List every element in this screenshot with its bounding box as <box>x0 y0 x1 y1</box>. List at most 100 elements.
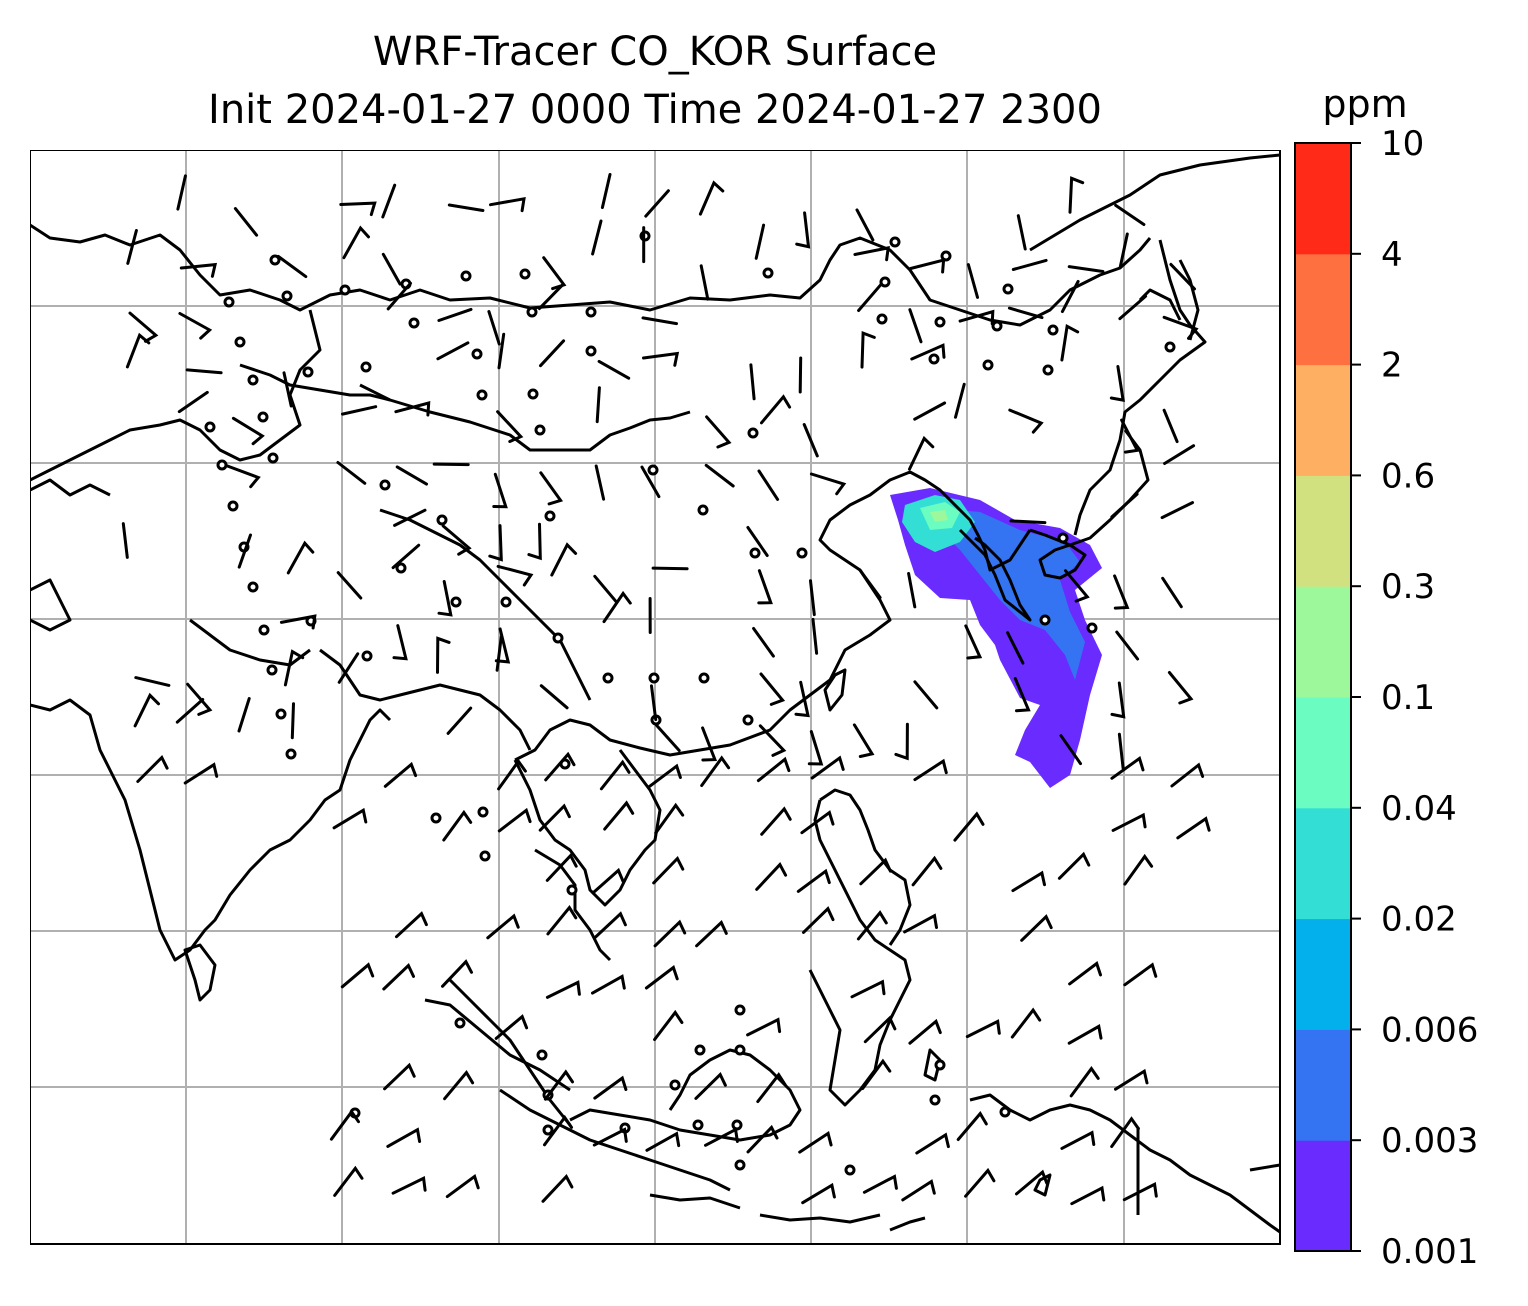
wind-barb <box>178 312 213 340</box>
wind-barb <box>437 307 473 322</box>
wind-barb <box>645 1131 681 1152</box>
wind-barb <box>538 803 571 832</box>
colorbar-ticks: 0.001 0.003 0.006 0.02 0.04 0.1 0.3 0.6 2 4 10 <box>1351 124 1478 1272</box>
wind-barb <box>758 724 787 757</box>
wind-barb <box>964 624 983 660</box>
wind-barb <box>543 1069 574 1101</box>
wind-barb <box>1013 677 1031 713</box>
wind-barb <box>802 423 819 458</box>
wind-barb <box>550 542 578 577</box>
wind-barb <box>757 469 780 501</box>
wind-barb <box>233 207 259 237</box>
wind-barb <box>1057 851 1091 880</box>
wind-barb <box>593 1075 628 1100</box>
wind-barb <box>383 761 418 788</box>
wind-barb <box>1007 306 1044 320</box>
wind-barb <box>1068 176 1085 214</box>
wind-barb <box>746 526 769 557</box>
wind-barb <box>653 919 687 948</box>
colorbar-tick-label: 0.003 <box>1381 1121 1478 1161</box>
wind-barb <box>640 465 661 499</box>
colorbar-swatch <box>1295 586 1351 698</box>
colorbar-swatches <box>1295 143 1351 1252</box>
wind-barb <box>393 508 427 527</box>
wind-barb <box>705 415 732 449</box>
wind-barb <box>856 910 888 941</box>
wind-barb <box>1114 203 1146 226</box>
wind-barb <box>746 1017 782 1037</box>
colorbar-swatch <box>1295 918 1351 1030</box>
colorbar-swatch <box>1295 475 1351 587</box>
wind-barb <box>445 1173 480 1199</box>
wind-barb <box>807 730 824 766</box>
colorbar-tick-label: 0.02 <box>1381 900 1457 940</box>
wind-barb <box>237 533 252 569</box>
wind-barb <box>754 223 766 260</box>
wind-barb <box>1069 1066 1100 1098</box>
wind-barb <box>1070 1185 1106 1206</box>
wind-barb <box>694 1071 727 1100</box>
wind-barb <box>1060 1130 1096 1150</box>
wind-barb <box>757 569 773 605</box>
wind-barb <box>175 698 205 724</box>
wind-barb <box>594 464 606 501</box>
wind-barb <box>1169 262 1196 291</box>
wind-barb <box>279 614 317 630</box>
wind-barb <box>443 1070 475 1101</box>
wind-barb <box>652 855 685 885</box>
wind-barb <box>527 522 542 561</box>
wind-barb <box>860 330 876 369</box>
wind-barb <box>591 974 626 995</box>
wind-barb <box>1010 1007 1042 1039</box>
wind-barb <box>958 309 995 326</box>
wind-barb <box>651 566 689 571</box>
wind-barb <box>290 702 295 740</box>
wind-barb <box>436 636 451 674</box>
colorbar-swatch <box>1295 253 1351 366</box>
wind-barb <box>392 624 408 661</box>
wind-barb <box>1122 1182 1158 1202</box>
wind-barb <box>599 759 631 791</box>
wind-barb <box>441 524 472 556</box>
wind-barb <box>915 1132 950 1155</box>
wind-barb <box>642 351 680 367</box>
wind-barb <box>441 959 473 988</box>
wind-barb <box>121 522 129 559</box>
wind-barb <box>539 471 564 506</box>
wind-barb <box>910 343 946 361</box>
wind-barb <box>811 617 819 655</box>
wind-barb <box>336 571 363 600</box>
wind-barb <box>332 807 368 830</box>
wind-barb <box>134 676 171 687</box>
colorbar-tick-label: 0.006 <box>1381 1010 1478 1050</box>
wind-barb <box>1111 812 1147 832</box>
wind-barb <box>809 579 816 617</box>
wind-barb <box>391 1176 427 1195</box>
wind-barb <box>695 919 728 948</box>
colorbar-tick-label: 0.1 <box>1381 678 1435 718</box>
wind-barb <box>1059 734 1082 766</box>
wind-barb <box>333 1165 364 1197</box>
colorbar-unit: ppm <box>1322 82 1408 126</box>
wind-barb <box>179 262 218 278</box>
wind-barb <box>953 811 985 842</box>
wind-barb <box>801 1182 836 1205</box>
map-panel <box>30 150 1281 1245</box>
wind-barb <box>545 980 581 999</box>
wind-barb <box>391 543 421 570</box>
wind-barb <box>494 627 511 664</box>
wind-barb <box>913 758 948 782</box>
wind-barb <box>497 332 506 370</box>
wind-barb <box>1060 323 1080 362</box>
wind-barb <box>1176 816 1211 840</box>
wind-barb <box>597 359 631 380</box>
wind-barb <box>186 682 213 716</box>
colorbar-tick-label: 2 <box>1381 346 1403 386</box>
wind-barb <box>704 1127 739 1147</box>
wind-barb <box>592 1127 628 1147</box>
wind-barb <box>1117 732 1125 770</box>
wind-barb <box>648 763 682 788</box>
map-title: WRF-Tracer CO_KOR Surface <box>372 29 938 75</box>
map-subtitle: Init 2024-01-27 0000 Time 2024-01-27 230… <box>208 87 1102 133</box>
wind-barb <box>337 652 360 684</box>
